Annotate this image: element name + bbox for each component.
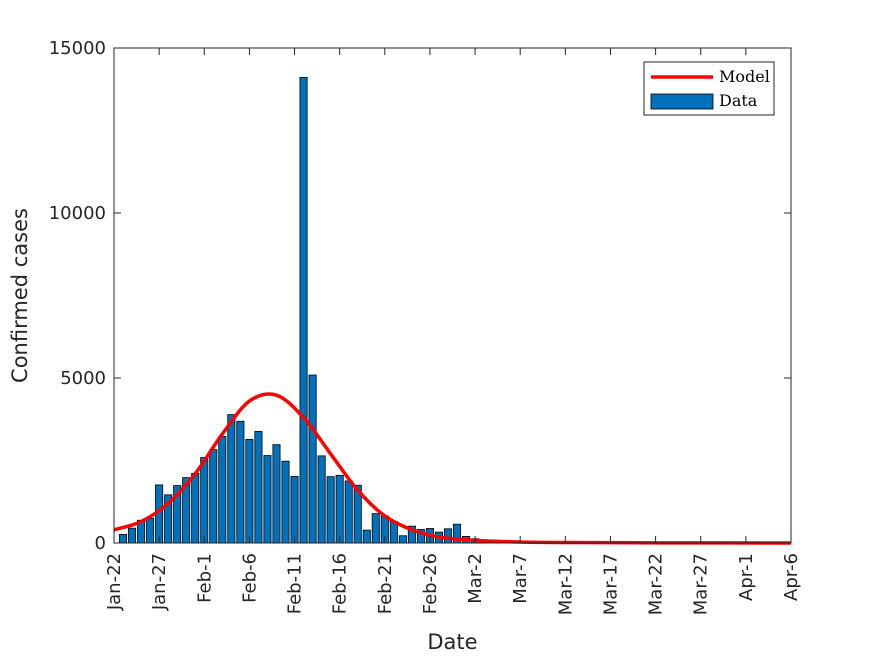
x-axis-label: Date	[427, 630, 477, 654]
x-tick-label: Mar-12	[555, 553, 576, 615]
legend-swatch-data	[650, 93, 714, 110]
data-bar	[290, 475, 299, 544]
y-tick-label: 15000	[49, 38, 106, 59]
x-tick-label: Mar-22	[646, 553, 667, 615]
data-bar	[371, 513, 380, 544]
legend: Model Data	[643, 61, 775, 116]
data-bar	[191, 472, 200, 544]
data-bar	[263, 455, 272, 544]
data-bar	[236, 420, 245, 544]
y-tick-label: 0	[95, 533, 106, 554]
y-tick-label: 5000	[60, 368, 106, 389]
x-tick-label: Apr-1	[736, 553, 757, 601]
axes-border	[113, 47, 792, 544]
plot-area	[114, 48, 791, 543]
x-tick-label: Feb-21	[375, 553, 396, 614]
data-bar	[281, 460, 290, 544]
data-bar	[227, 414, 236, 544]
data-bar	[218, 436, 227, 544]
x-axis: Jan-22 Jan-27 Feb-1 Feb-6 Feb-11 Feb-16 Feb-21…	[104, 48, 802, 615]
data-bar	[146, 517, 155, 544]
line-series-model	[113, 392, 792, 545]
data-bar	[344, 480, 353, 544]
data-bar	[299, 76, 308, 544]
x-tick-label: Mar-7	[510, 553, 531, 604]
x-tick-label: Jan-27	[149, 553, 170, 611]
data-bar	[119, 534, 128, 544]
data-bar	[308, 374, 317, 544]
data-bar	[272, 444, 281, 544]
x-tick-label: Mar-17	[600, 553, 621, 615]
x-tick-label: Mar-2	[465, 553, 486, 604]
y-axis: 0 5000 10000 15000	[49, 38, 791, 554]
model-curve	[113, 392, 792, 545]
data-bar	[128, 527, 137, 544]
data-bar	[245, 438, 254, 544]
data-bar	[398, 535, 407, 544]
data-bar	[200, 457, 209, 544]
x-tick-label: Feb-16	[330, 553, 351, 614]
data-bar	[254, 431, 263, 544]
legend-label-model: Model	[719, 67, 770, 86]
x-tick-label: Feb-11	[285, 553, 306, 614]
x-tick-label: Feb-26	[420, 553, 441, 614]
y-axis-label: Confirmed cases	[8, 208, 32, 383]
legend-label-data: Data	[719, 91, 758, 110]
axes-frame	[113, 47, 792, 544]
data-bar	[362, 529, 371, 544]
data-bar	[317, 455, 326, 544]
data-bar	[443, 528, 452, 544]
data-bar	[326, 476, 335, 544]
x-tick-label: Feb-1	[194, 553, 215, 603]
x-tick-label: Feb-6	[239, 553, 260, 603]
y-tick-label: 10000	[49, 203, 106, 224]
plot-background	[114, 48, 791, 543]
data-bar	[335, 474, 344, 544]
x-tick-label: Mar-27	[691, 553, 712, 615]
x-tick-label: Apr-6	[781, 553, 802, 601]
x-tick-label: Jan-22	[104, 553, 125, 611]
data-bar	[209, 449, 218, 544]
